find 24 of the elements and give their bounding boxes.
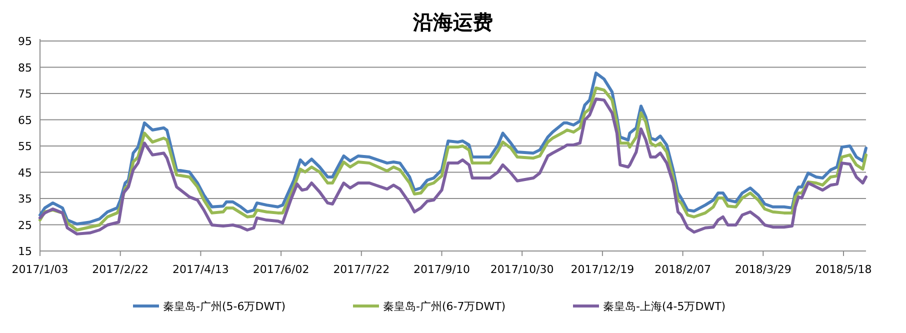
x-tick-label: 2017/4/13 [172, 263, 229, 276]
x-tick-label: 2018/3/29 [734, 263, 792, 276]
legend-label: 秦皇岛-广州(6-7万DWT) [383, 300, 506, 313]
x-tick-label: 2017/12/19 [570, 263, 634, 276]
x-tick-label: 2017/7/22 [333, 263, 390, 276]
x-tick-label: 2017/9/10 [414, 263, 470, 276]
y-tick-label: 75 [18, 88, 32, 100]
x-tick-label: 2017/1/03 [12, 263, 68, 276]
y-tick-label: 25 [18, 218, 32, 232]
y-tick-label: 85 [18, 61, 32, 74]
y-tick-label: 65 [18, 114, 32, 127]
y-tick-label: 45 [18, 166, 32, 180]
x-tick-label: 2017/2/22 [92, 263, 149, 276]
y-tick-label: 95 [18, 35, 32, 48]
legend-label: 秦皇岛-上海(4-5万DWT) [603, 300, 726, 313]
y-tick-label: 55 [18, 140, 32, 153]
x-tick-label: 2017/10/30 [490, 263, 554, 276]
chart-title: 沿海运费 [412, 10, 493, 34]
y-tick-label: 35 [18, 192, 32, 206]
x-tick-label: 2017/6/02 [252, 263, 310, 276]
x-tick-label: 2018/5/18 [815, 263, 872, 276]
x-tick-label: 2018/2/07 [654, 263, 712, 276]
legend-label: 秦皇岛-广州(5-6万DWT) [163, 300, 286, 313]
y-tick-label: 15 [18, 245, 32, 258]
